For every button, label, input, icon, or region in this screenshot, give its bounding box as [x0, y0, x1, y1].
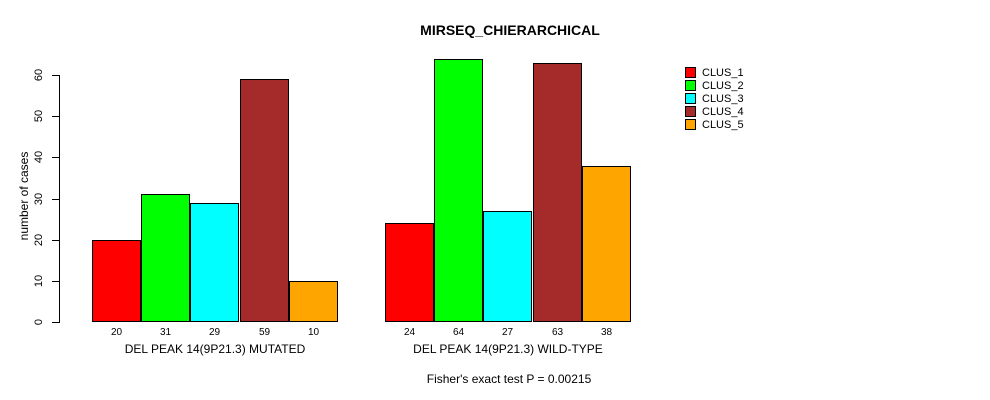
bar-clus_2-group2 — [434, 58, 483, 322]
y-axis-line — [59, 75, 60, 323]
bar-value-label: 38 — [600, 327, 613, 338]
bar-clus_5-group1 — [289, 280, 338, 322]
bar-clus_4-group1 — [240, 79, 289, 322]
legend-swatch — [685, 80, 696, 91]
y-axis-tick-label: 60 — [33, 68, 45, 82]
legend-label: CLUS_1 — [702, 66, 744, 79]
y-axis-tick — [52, 116, 59, 118]
category-label: DEL PEAK 14(9P21.3) MUTATED — [124, 342, 306, 356]
bar-clus_3-group2 — [483, 210, 532, 322]
bar-value-label: 29 — [208, 327, 221, 338]
bar-clus_2-group1 — [141, 194, 190, 322]
bar-clus_4-group2 — [533, 62, 582, 322]
legend-row: CLUS_1 — [685, 66, 744, 79]
y-axis-title: number of cases — [17, 151, 31, 241]
legend: CLUS_1 CLUS_2 CLUS_3 CLUS_4 CLUS_5 — [685, 66, 744, 131]
bar-value-label: 24 — [403, 327, 416, 338]
bar-clus_3-group1 — [190, 202, 239, 322]
bar-clus_1-group2 — [385, 223, 434, 322]
bar-value-label: 63 — [551, 327, 564, 338]
legend-swatch — [685, 106, 696, 117]
legend-swatch — [685, 119, 696, 130]
y-axis-tick-label: 10 — [33, 274, 45, 287]
bar-value-label: 10 — [307, 327, 320, 338]
y-axis-tick — [52, 75, 59, 76]
legend-row: CLUS_3 — [685, 92, 744, 105]
legend-label: CLUS_4 — [702, 105, 744, 118]
legend-row: CLUS_5 — [685, 118, 744, 131]
bar-clus_5-group2 — [582, 165, 631, 322]
bar-value-label: 20 — [110, 327, 123, 338]
y-axis-tick-label: 40 — [33, 151, 45, 164]
annotation-text: Fisher's exact test P = 0.00215 — [426, 372, 592, 386]
legend-swatch — [685, 93, 696, 104]
y-axis-tick — [52, 322, 59, 323]
y-axis-tick-label: 30 — [33, 192, 45, 205]
bar-clus_1-group1 — [92, 239, 141, 322]
legend-row: CLUS_2 — [685, 79, 744, 92]
y-axis-tick — [52, 157, 59, 159]
bar-value-label: 59 — [258, 327, 271, 338]
legend-label: CLUS_5 — [702, 118, 744, 131]
category-label: DEL PEAK 14(9P21.3) WILD-TYPE — [413, 342, 603, 356]
y-axis-tick-label: 20 — [33, 233, 45, 246]
bar-value-label: 64 — [452, 327, 465, 338]
legend-label: CLUS_3 — [702, 92, 744, 105]
y-axis-tick — [52, 198, 59, 200]
bar-value-label: 27 — [501, 327, 514, 338]
legend-label: CLUS_2 — [702, 79, 744, 92]
bar-value-label: 31 — [159, 327, 172, 338]
y-axis-tick — [52, 239, 59, 241]
y-axis-tick — [52, 280, 59, 282]
y-axis-tick-label: 50 — [33, 110, 45, 123]
y-axis-tick-label: 0 — [33, 318, 45, 326]
chart-title: MIRSEQ_CHIERARCHICAL — [420, 22, 600, 38]
legend-row: CLUS_4 — [685, 105, 744, 118]
legend-swatch — [685, 67, 696, 78]
